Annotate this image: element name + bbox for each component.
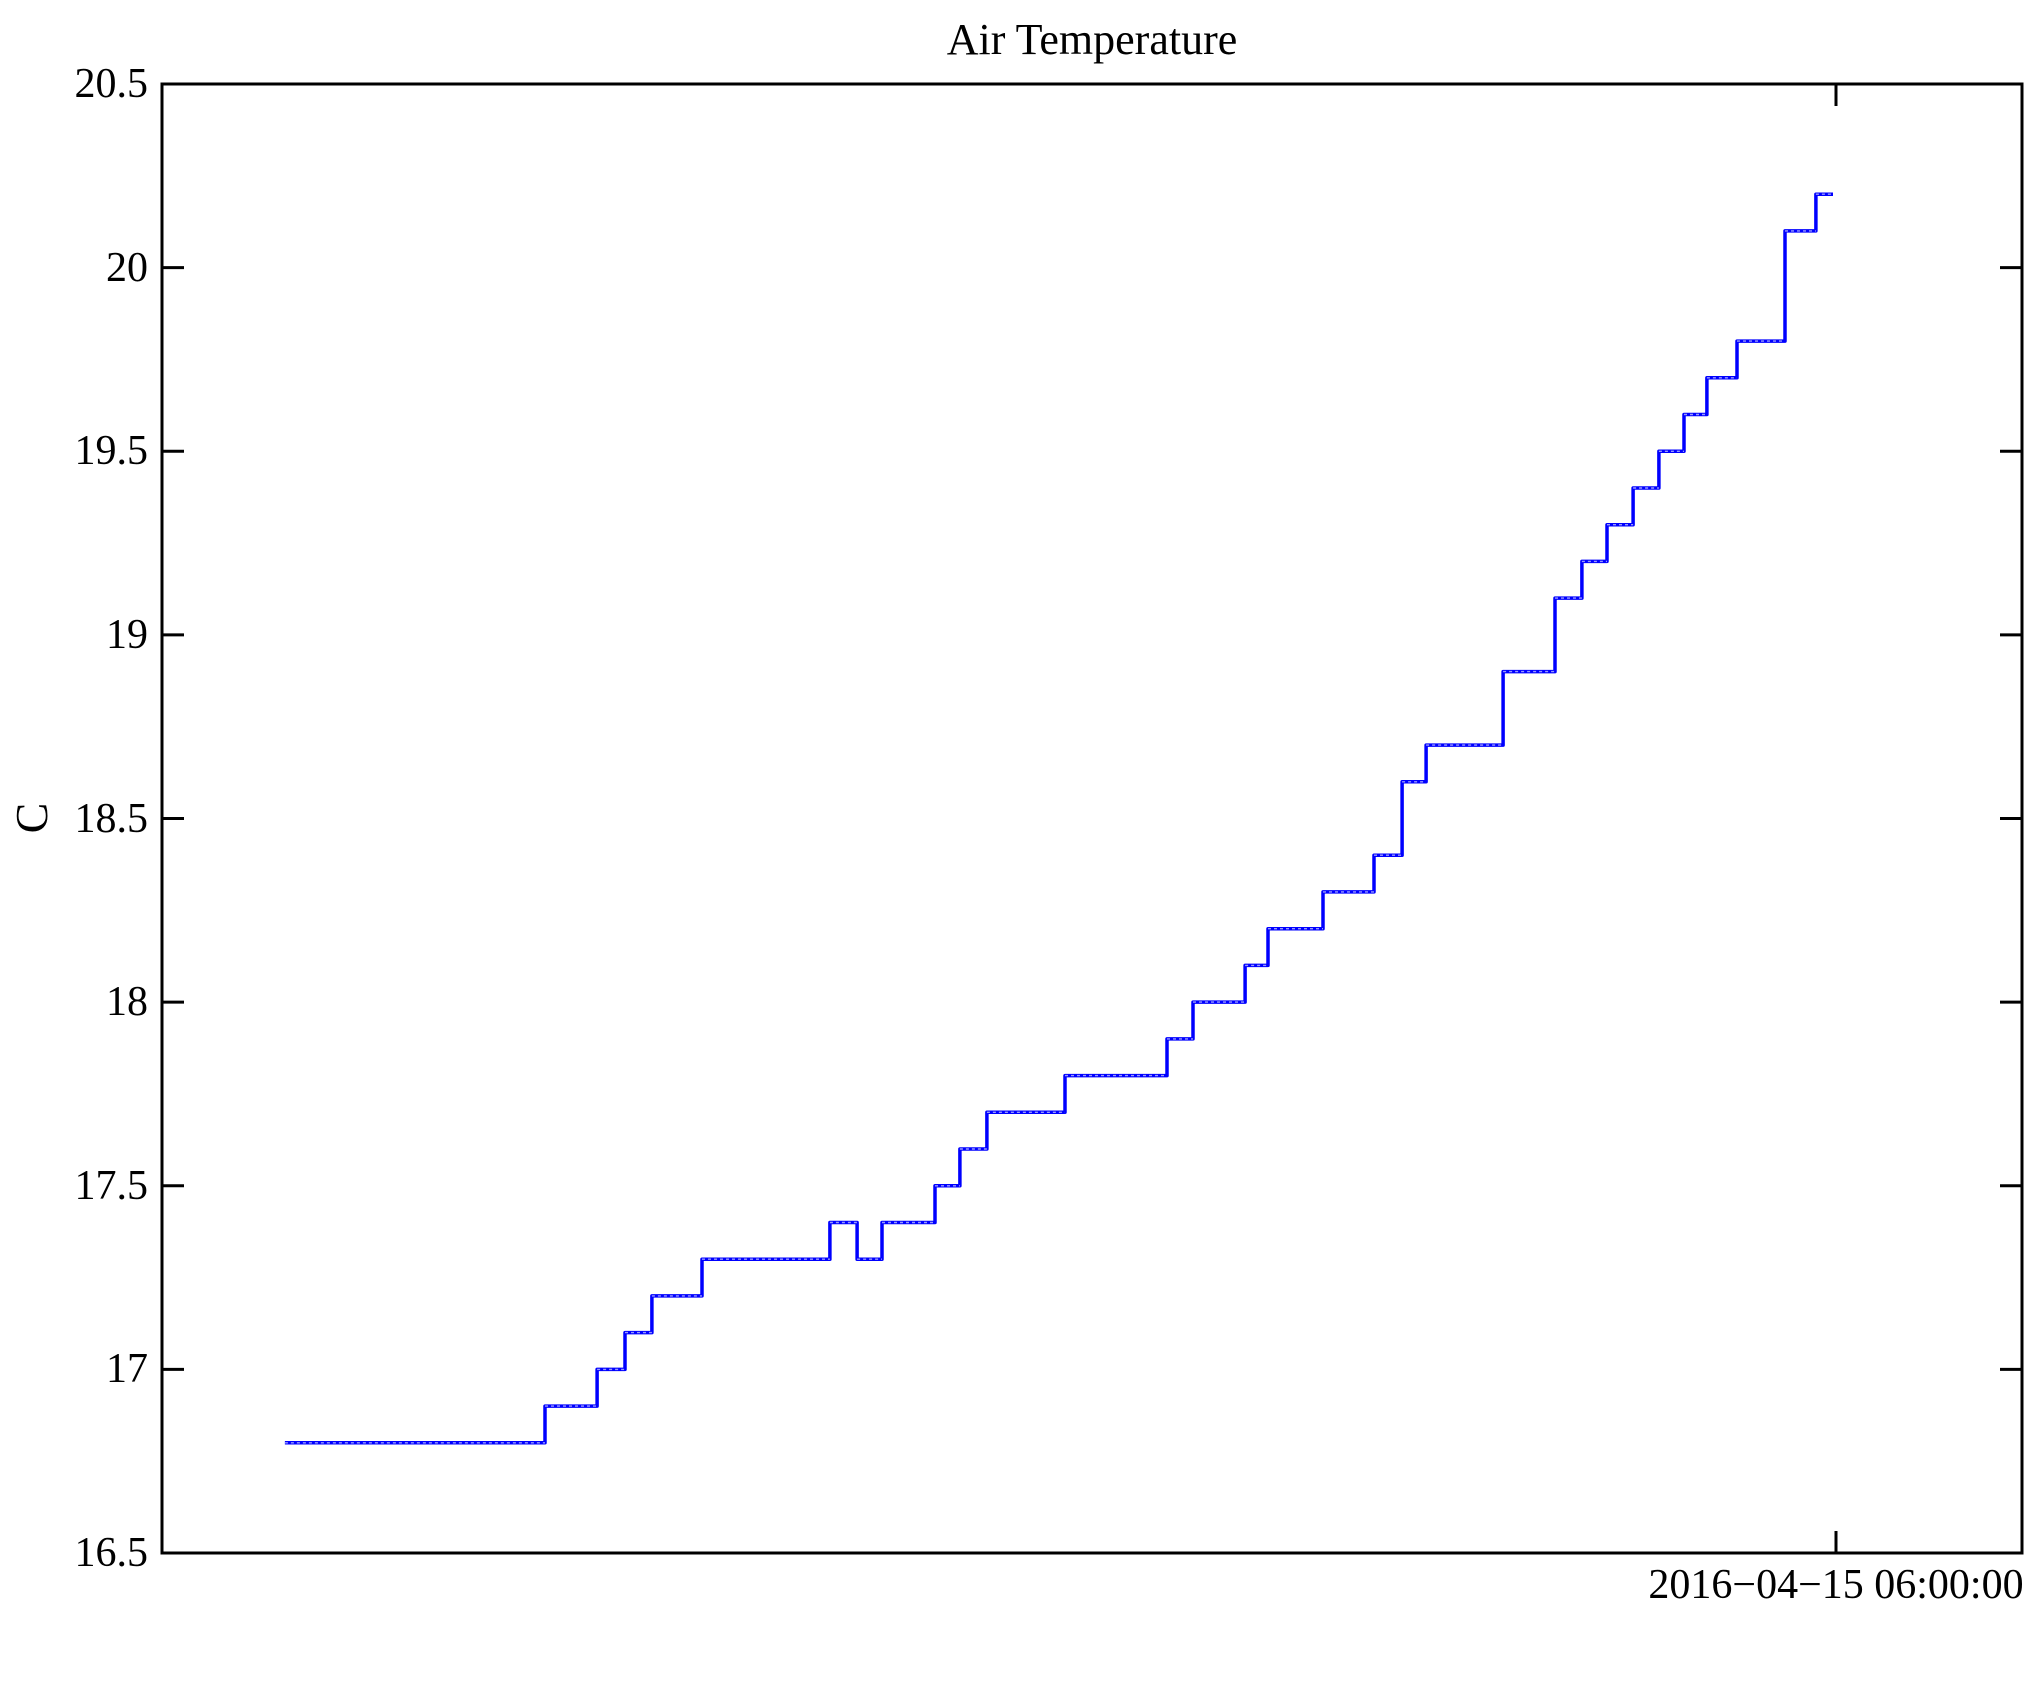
y-tick-label: 17 xyxy=(106,1346,148,1393)
y-tick-label: 20.5 xyxy=(74,61,149,107)
temperature-line xyxy=(284,192,1833,1445)
y-tick-label: 19.5 xyxy=(74,428,149,475)
x-tick-label: 2016−04−15 06:00:00 xyxy=(1648,1562,2024,1608)
y-tick-label: 17.5 xyxy=(74,1162,149,1209)
chart-title: Air Temperature xyxy=(946,15,1238,64)
tick-marks-group xyxy=(162,82,2022,1555)
axes-box-group xyxy=(160,82,2024,1555)
temperature-line-dot-texture xyxy=(284,193,1833,1444)
axes-box xyxy=(160,82,2024,1555)
y-tick-label: 16.5 xyxy=(74,1530,149,1576)
y-tick-label: 18 xyxy=(106,979,148,1026)
y-tick-label: 20 xyxy=(106,244,148,291)
y-tick-label: 18.5 xyxy=(74,795,149,842)
y-tick-label: 19 xyxy=(106,611,148,658)
